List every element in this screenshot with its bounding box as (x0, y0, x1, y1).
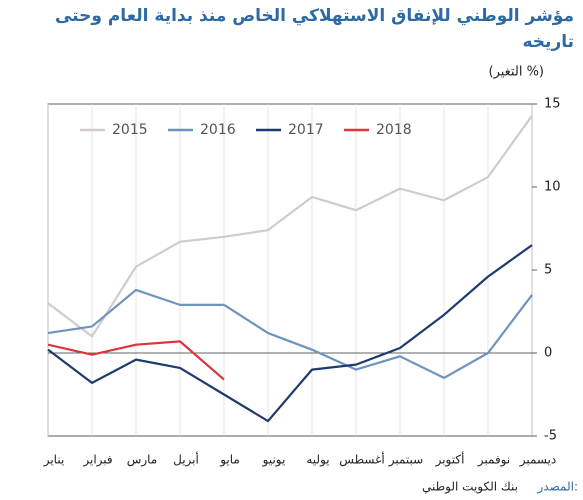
chart-title: مؤشر الوطني للإنفاق الاستهلاكي الخاص منذ… (55, 6, 574, 26)
y-tick-label: -5 (544, 429, 557, 444)
x-tick-label: يوليه (306, 453, 329, 468)
x-tick-label: سبتمبر (388, 453, 423, 468)
x-tick-label: أغسطس (339, 452, 384, 468)
series-line (47, 244, 533, 423)
y-tick-label: 0 (544, 346, 552, 361)
source: بنك الكويت الوطني (422, 480, 518, 495)
x-tick-label: نوفمبر (477, 453, 510, 468)
series-line (47, 114, 533, 338)
series-line (47, 288, 533, 379)
x-tick-label: أكتوبر (435, 452, 465, 468)
y-axis-label: (التغير %) (488, 65, 544, 80)
chart-title: تاريخه (523, 32, 575, 52)
x-tick-label: فبراير (82, 453, 112, 468)
legend-text: 2017 (288, 122, 324, 138)
y-tick-label: 15 (544, 97, 561, 112)
y-tick-label: 5 (544, 263, 552, 278)
series-line (47, 340, 225, 381)
x-tick-label: مايو (219, 453, 240, 468)
x-tick-label: ديسمبر (519, 453, 557, 468)
legend-text: 2018 (376, 122, 412, 138)
plot-frame (47, 103, 533, 437)
x-tick-label: يونيو (262, 453, 286, 468)
legend-text: 2015 (112, 122, 148, 138)
x-tick-label: يناير (43, 453, 65, 468)
source-label: المصدر: (537, 480, 578, 495)
legend-text: 2016 (200, 122, 236, 138)
y-tick-label: 10 (544, 180, 561, 195)
x-tick-label: أبريل (173, 452, 199, 468)
x-tick-label: مارس (127, 453, 158, 468)
